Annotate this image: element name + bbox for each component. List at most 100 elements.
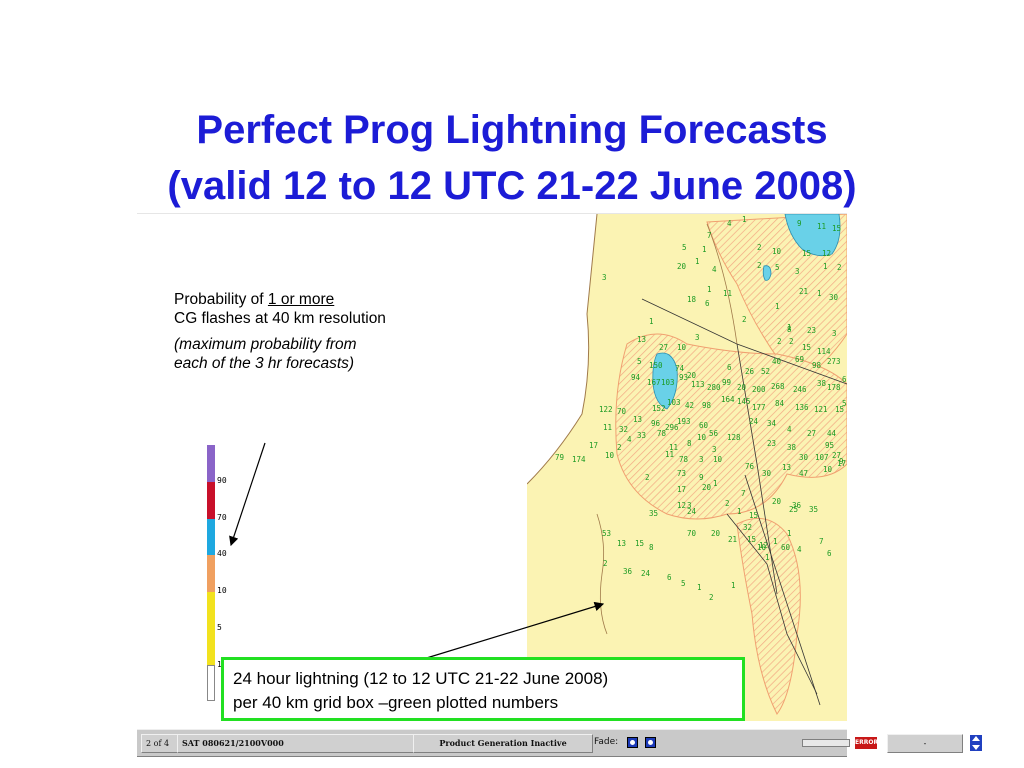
map-number: 17 bbox=[837, 459, 846, 468]
map-number: 15 bbox=[832, 224, 841, 233]
map-number: 174 bbox=[572, 455, 586, 464]
map-number: 73 bbox=[677, 469, 686, 478]
hatched-area-north bbox=[706, 214, 847, 385]
toolbar-scroll-arrows[interactable] bbox=[970, 735, 982, 751]
fade-label: Fade: bbox=[594, 737, 619, 747]
map-number: 6 bbox=[827, 549, 832, 558]
map-number: 2 bbox=[777, 337, 782, 346]
map-number: 34 bbox=[767, 419, 777, 428]
map-number: 36 bbox=[623, 567, 633, 576]
map-number: 70 bbox=[687, 529, 697, 538]
map-number: 3 bbox=[832, 329, 837, 338]
map-number: 36 bbox=[792, 501, 802, 510]
map-number: 20 bbox=[702, 483, 712, 492]
map-number: 1 bbox=[775, 302, 780, 311]
map-number: 114 bbox=[817, 347, 831, 356]
map-number: 2 bbox=[757, 243, 762, 252]
map-number: 53 bbox=[842, 399, 847, 408]
map-number: 193 bbox=[677, 417, 691, 426]
lake-small bbox=[762, 265, 772, 281]
scale-segment-top bbox=[207, 445, 215, 482]
map-number: 177 bbox=[752, 403, 766, 412]
map-number: 7 bbox=[741, 489, 746, 498]
map-number: 95 bbox=[825, 441, 834, 450]
map-number: 7 bbox=[819, 537, 824, 546]
probability-color-scale bbox=[207, 445, 215, 701]
probability-prefix: Probability of bbox=[174, 291, 268, 308]
fade-slider[interactable] bbox=[802, 739, 850, 747]
map-number: 99 bbox=[722, 378, 731, 387]
map-number: 3 bbox=[699, 455, 704, 464]
map-number: 6 bbox=[842, 375, 847, 384]
map-number: 21 bbox=[799, 287, 808, 296]
map-number: 12 bbox=[822, 249, 831, 258]
map-number: 2 bbox=[603, 559, 608, 568]
map-number: 76 bbox=[745, 462, 755, 471]
map-number: 25 bbox=[789, 505, 798, 514]
map-number: 3 bbox=[602, 273, 607, 282]
scale-label-5: 5 bbox=[217, 623, 222, 632]
map-number: 98 bbox=[812, 361, 822, 370]
map-number: 8 bbox=[787, 325, 792, 334]
map-number: 27 bbox=[807, 429, 816, 438]
fade-in-icon[interactable] bbox=[627, 737, 638, 748]
map-number: 18 bbox=[687, 295, 697, 304]
map-number: 4 bbox=[712, 265, 717, 274]
map-number: 9 bbox=[839, 457, 844, 466]
scale-segment-blue bbox=[207, 519, 215, 555]
map-number: 98 bbox=[702, 401, 712, 410]
map-number: 44 bbox=[827, 429, 837, 438]
lake-medium bbox=[652, 352, 678, 410]
map-number: 15 bbox=[802, 249, 811, 258]
map-number: 103 bbox=[667, 398, 681, 407]
map-number: 10 bbox=[697, 433, 707, 442]
map-number: 6 bbox=[705, 299, 710, 308]
probability-note: (maximum probability from each of the 3 … bbox=[174, 336, 357, 372]
map-number: 10 bbox=[772, 247, 782, 256]
map-number: 27 bbox=[659, 343, 668, 352]
map-diagonal-line bbox=[744, 474, 821, 706]
map-number: 1 bbox=[787, 529, 792, 538]
scale-segment-yellow bbox=[207, 592, 215, 665]
map-number: 8 bbox=[649, 543, 654, 552]
fade-out-icon[interactable] bbox=[645, 737, 656, 748]
map-number: 84 bbox=[775, 399, 785, 408]
map-number: 96 bbox=[651, 419, 661, 428]
scale-segment-white bbox=[207, 665, 215, 701]
map-number: 13 bbox=[782, 463, 791, 472]
map-number: 136 bbox=[795, 403, 809, 412]
map-number: 10 bbox=[757, 543, 767, 552]
scale-label-40: 40 bbox=[217, 549, 227, 558]
map-number: 70 bbox=[617, 407, 627, 416]
map-number: 5 bbox=[775, 263, 780, 272]
map-number: 2 bbox=[757, 261, 762, 270]
map-number: 17 bbox=[589, 441, 598, 450]
viewer-toolbar: 2 of 4 SAT 080621/2100V000 Product Gener… bbox=[137, 729, 982, 757]
map-number: 10 bbox=[677, 343, 687, 352]
callout-line-2: per 40 km grid box –green plotted number… bbox=[233, 693, 559, 712]
map-number: 5 bbox=[682, 243, 687, 252]
map-pointer-arrow bbox=[419, 601, 605, 661]
map-number: 23 bbox=[807, 326, 816, 335]
status-text: Product Generation Inactive bbox=[413, 734, 593, 753]
product-label: SAT 080621/2100V000 bbox=[177, 734, 417, 753]
map-number: 20 bbox=[687, 371, 697, 380]
scale-label-90: 90 bbox=[217, 476, 227, 485]
title-line-1: Perfect Prog Lightning Forecasts bbox=[196, 108, 828, 152]
map-number: 4 bbox=[727, 219, 732, 228]
map-number: 56 bbox=[709, 429, 719, 438]
map-number: 60 bbox=[781, 543, 791, 552]
map-number: 35 bbox=[649, 509, 658, 518]
map-number: 1 bbox=[649, 317, 654, 326]
map-number: 1 bbox=[742, 215, 747, 224]
map-number: 23 bbox=[767, 439, 776, 448]
error-indicator[interactable]: ERROR bbox=[855, 737, 878, 749]
map-number: 38 bbox=[817, 379, 827, 388]
map-number: 60 bbox=[699, 421, 709, 430]
scale-label-70: 70 bbox=[217, 513, 227, 522]
probability-text: Probability of 1 or more CG flashes at 40… bbox=[174, 290, 389, 328]
map-number: 150 bbox=[649, 361, 663, 370]
frame-counter: 2 of 4 bbox=[141, 734, 181, 753]
map-number: 2 bbox=[742, 315, 747, 324]
